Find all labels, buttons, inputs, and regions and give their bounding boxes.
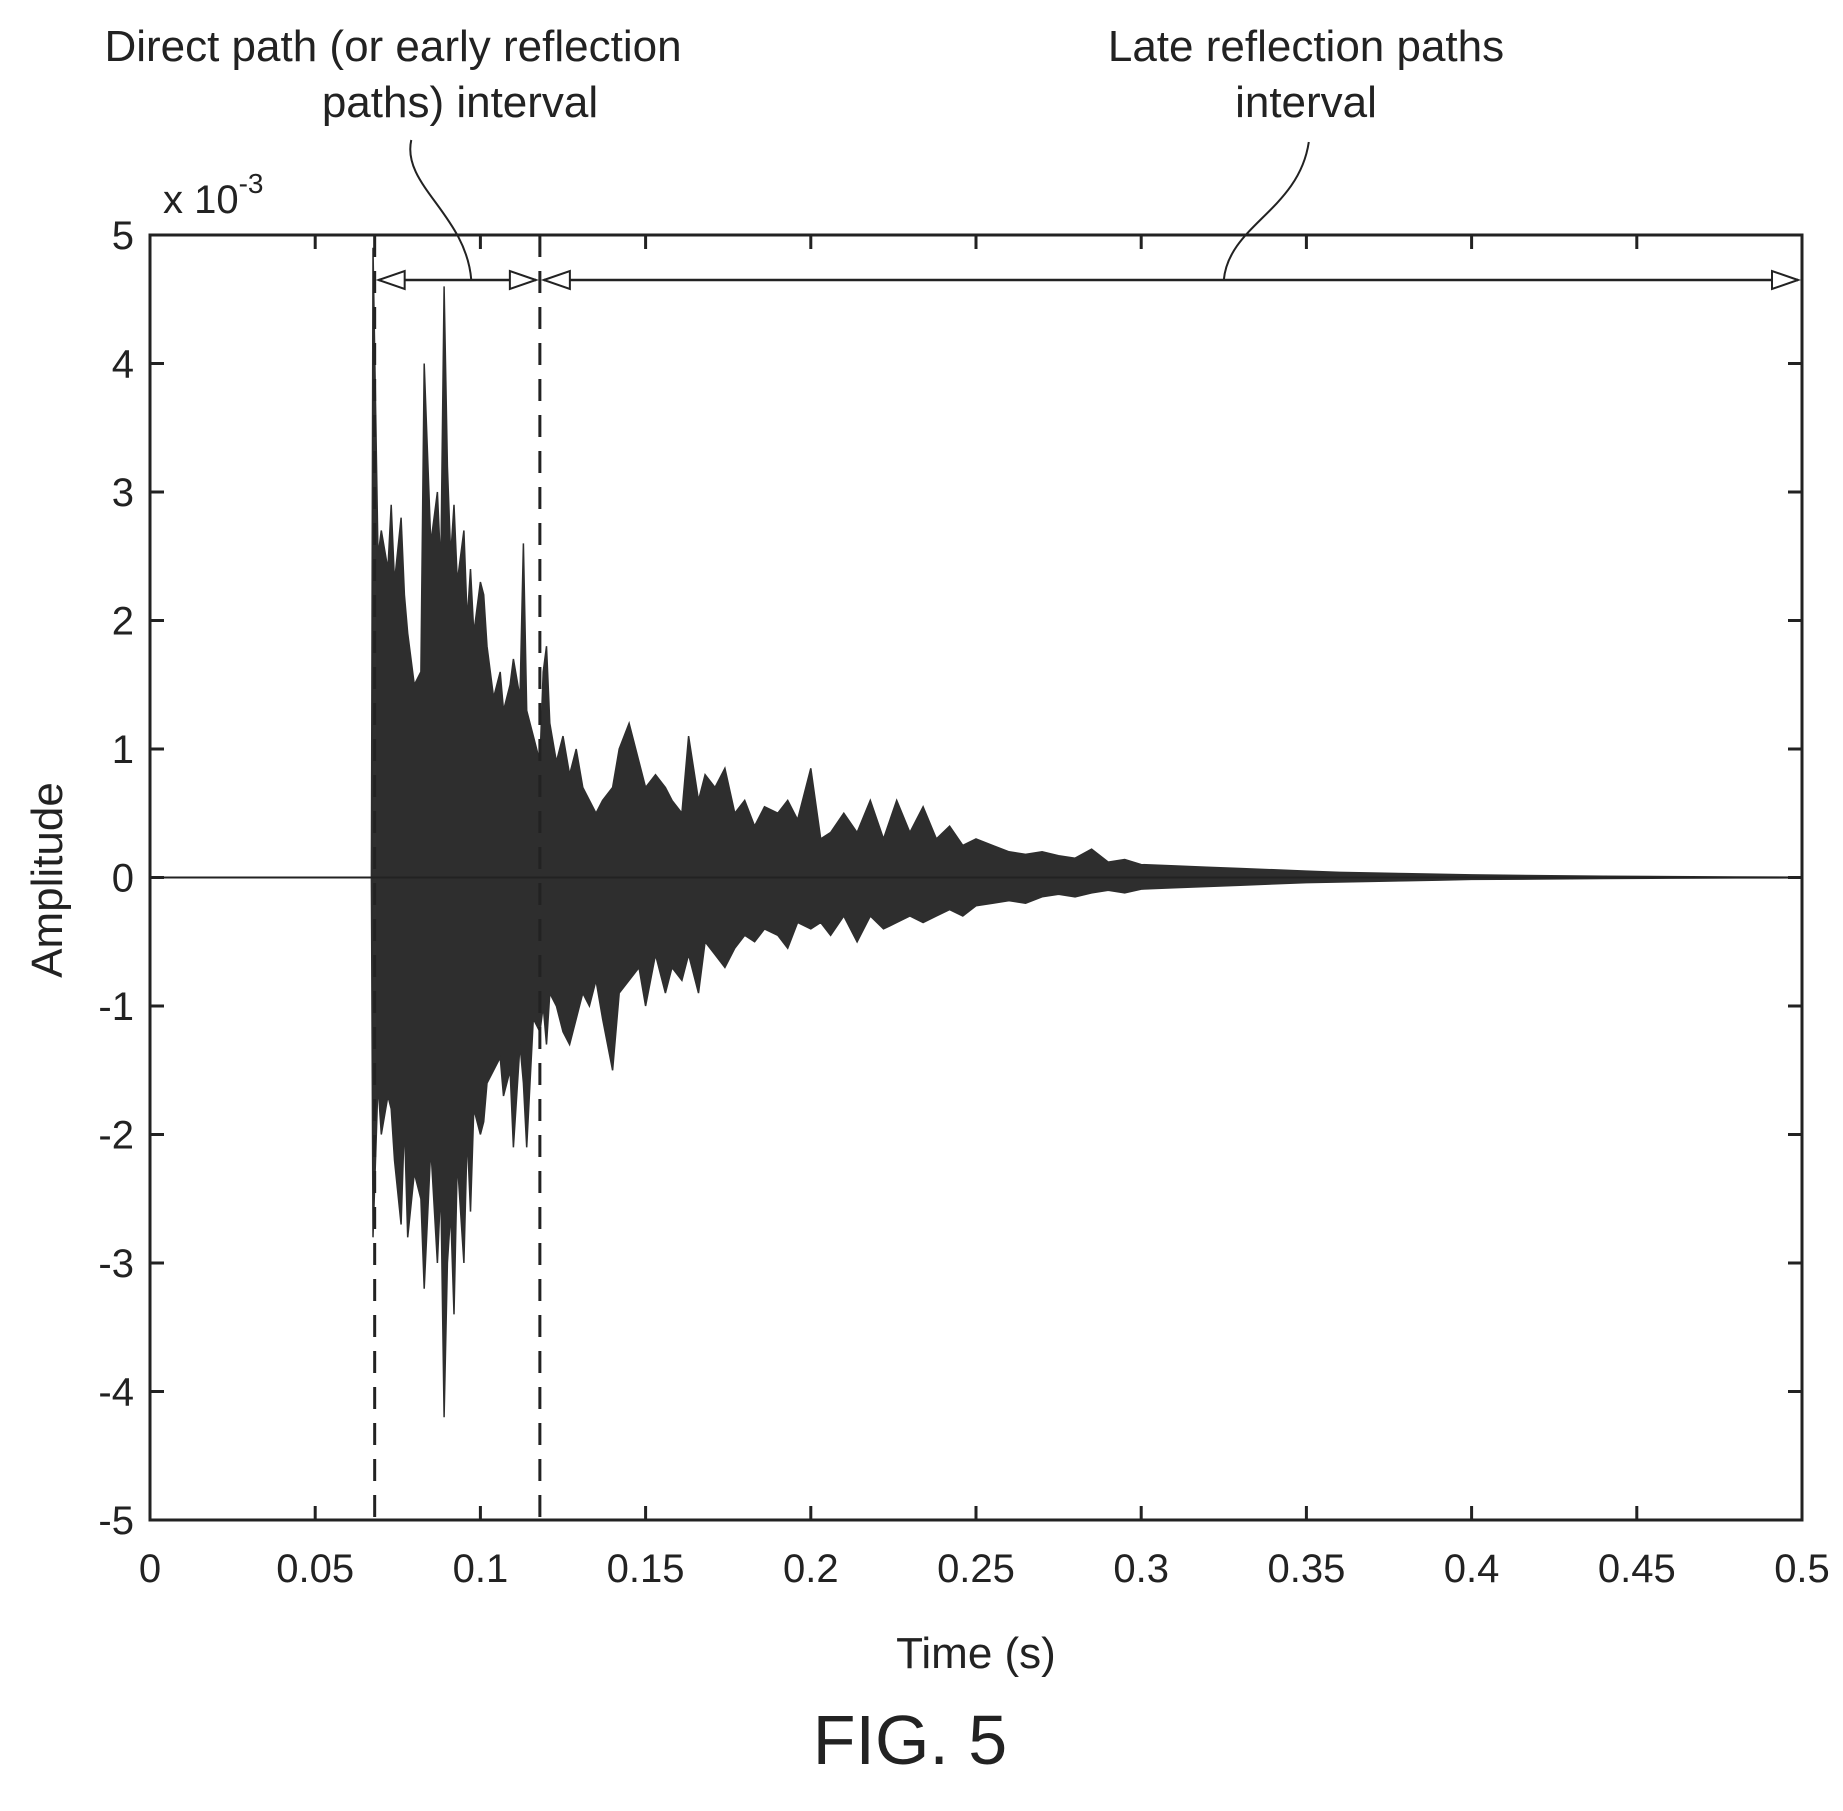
- interval-arrowhead-start: [375, 269, 406, 291]
- x-tick-label: 0.4: [1444, 1547, 1500, 1591]
- y-tick-label: -3: [98, 1242, 134, 1286]
- y-axis-title: Amplitude: [23, 782, 72, 978]
- y-tick-label: 5: [112, 214, 134, 258]
- y-tick-label: -4: [98, 1371, 134, 1415]
- signal-layer: [150, 247, 1803, 1418]
- x-tick-label: 0.1: [453, 1547, 509, 1591]
- leader-direct: [409, 139, 473, 281]
- interval-arrowhead-end: [508, 269, 539, 291]
- x-tick-label: 0.2: [783, 1547, 839, 1591]
- y-tick-label: -1: [98, 985, 134, 1029]
- y-tick-label: 1: [112, 728, 134, 772]
- figure-caption: FIG. 5: [813, 1701, 1007, 1779]
- interval-arrowhead-start: [540, 269, 571, 291]
- x-tick-label: 0.45: [1598, 1547, 1676, 1591]
- tick-layer: 0 0.05 0.1 0.15 0.2 0.25 0.3 0.35 0.4 0.45 0.5 5 4 3 2…: [98, 214, 1829, 1591]
- x-tick-label: 0.5: [1774, 1547, 1830, 1591]
- x-tick-label: 0.35: [1267, 1547, 1345, 1591]
- x-tick-label: 0.15: [607, 1547, 685, 1591]
- y-tick-label: -5: [98, 1499, 134, 1543]
- annotation-direct-line1: Direct path (or early reflection: [104, 22, 681, 71]
- annotation-late-line1: Late reflection paths: [1108, 22, 1504, 71]
- x-tick-label: 0.3: [1113, 1547, 1169, 1591]
- y-tick-label: 4: [112, 343, 134, 387]
- annotation-late-line2: interval: [1235, 78, 1377, 127]
- y-scale-exponent: -3: [239, 168, 264, 199]
- x-axis-title: Time (s): [896, 1629, 1056, 1678]
- leader-late: [1222, 141, 1310, 281]
- x-tick-label: 0.05: [276, 1547, 354, 1591]
- x-tick-label: 0: [139, 1547, 161, 1591]
- y-tick-label: 0: [112, 857, 134, 901]
- x-tick-label: 0.25: [937, 1547, 1015, 1591]
- y-tick-label: -2: [98, 1114, 134, 1158]
- signal-envelope: [150, 247, 1803, 1418]
- y-scale-base: x 10: [163, 178, 239, 222]
- y-tick-label: 3: [112, 471, 134, 515]
- annotation-layer: [375, 139, 1802, 291]
- y-scale-multiplier: x 10-3: [163, 168, 264, 222]
- y-tick-label: 2: [112, 600, 134, 644]
- interval-arrowhead-end: [1771, 269, 1802, 291]
- annotation-direct-line2: paths) interval: [322, 78, 598, 127]
